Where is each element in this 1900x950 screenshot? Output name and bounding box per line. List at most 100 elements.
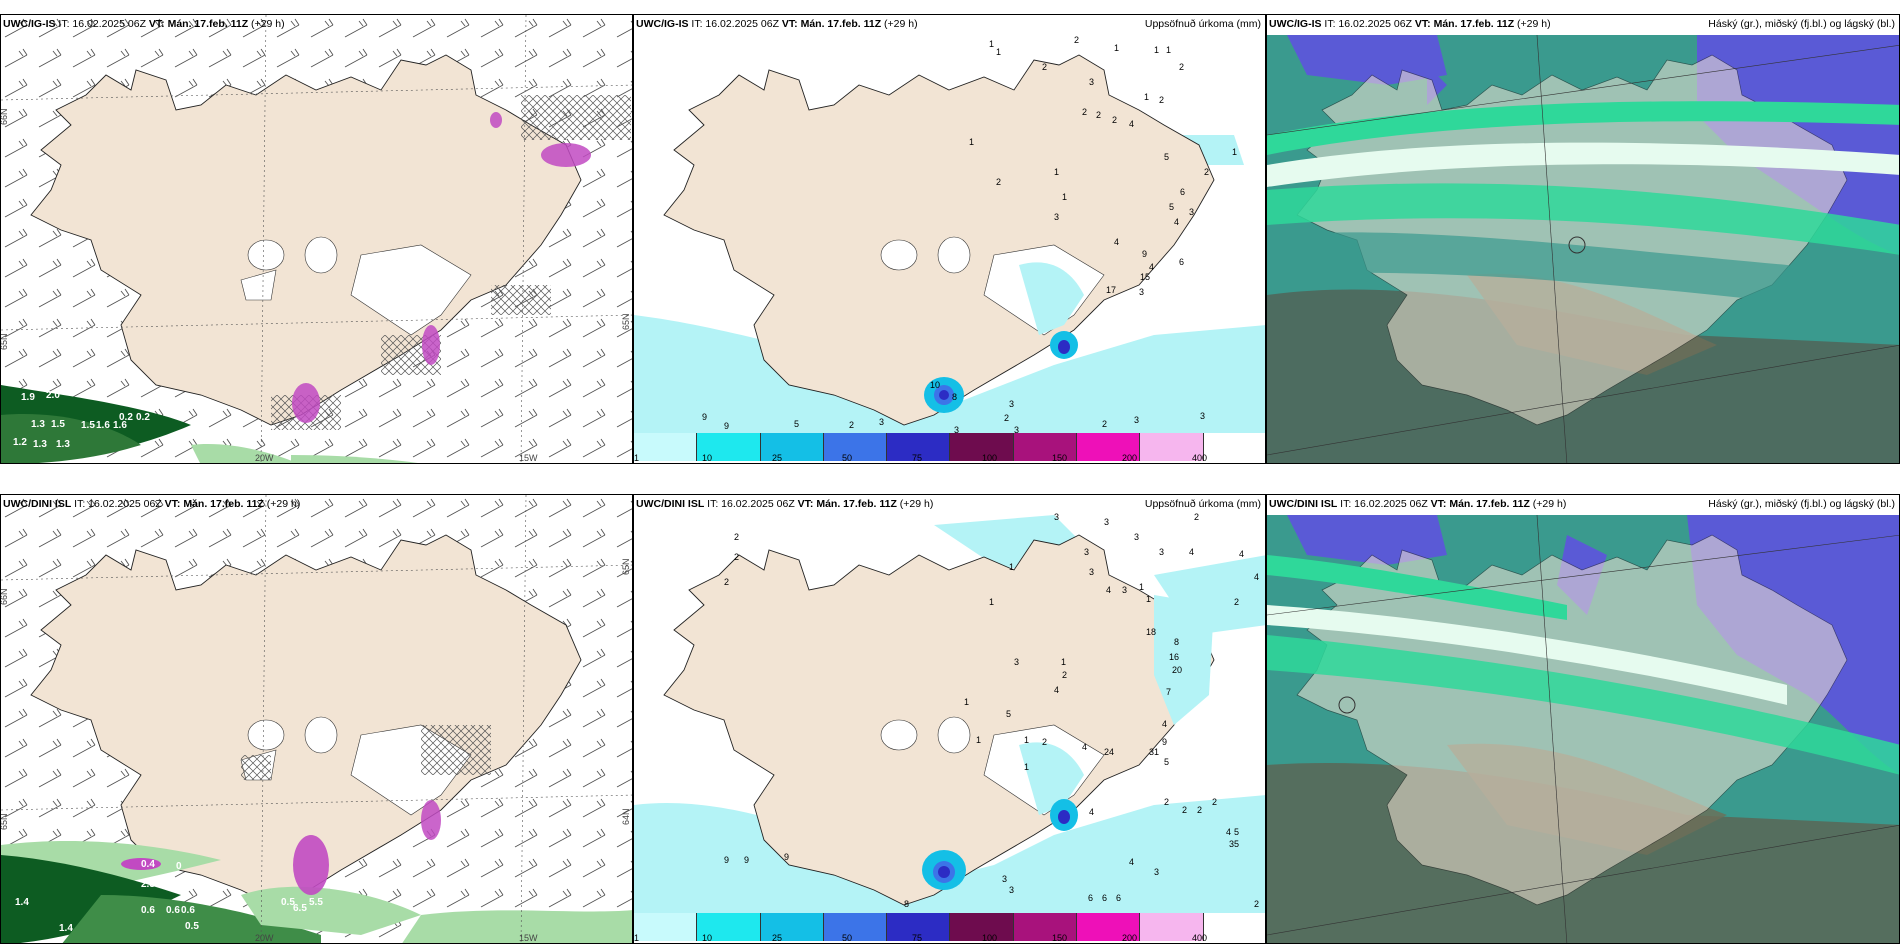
svg-text:2: 2 (1179, 62, 1184, 72)
svg-text:3: 3 (1089, 567, 1094, 577)
svg-text:6: 6 (1179, 257, 1184, 267)
svg-text:15: 15 (1140, 272, 1150, 282)
svg-text:3: 3 (1014, 425, 1019, 435)
svg-text:4: 4 (1082, 742, 1087, 752)
colorbar-segment (1140, 433, 1204, 461)
svg-text:3: 3 (1200, 411, 1205, 421)
svg-text:1: 1 (989, 39, 994, 49)
lat-label: 66N (1, 108, 9, 125)
svg-text:1.3: 1.3 (31, 419, 45, 430)
lon-label: 20W (255, 933, 274, 943)
svg-text:8: 8 (1174, 637, 1179, 647)
svg-text:2: 2 (1074, 35, 1079, 45)
precipitation-map: 1 1 2 1 1 3 2 1 2 2 2 2 4 1 2 1 1 5 2 1 … (634, 35, 1265, 435)
svg-text:3: 3 (1084, 547, 1089, 557)
svg-text:6: 6 (1088, 893, 1093, 903)
svg-text:3: 3 (1154, 867, 1159, 877)
svg-text:1: 1 (1061, 657, 1066, 667)
svg-text:1: 1 (964, 697, 969, 707)
panel-title: UWC/IG-IS IT: 16.02.2025 06Z VT: Mán. 17… (1269, 18, 1551, 30)
svg-text:2: 2 (734, 552, 739, 562)
svg-text:2: 2 (1096, 110, 1101, 120)
svg-text:2: 2 (1204, 167, 1209, 177)
wind-value-labels: 1.9 2.0 1.3 1.5 1.5 1.6 1.6 0.2 0.2 1.2 … (13, 390, 150, 450)
colorbar-segment (1077, 913, 1141, 941)
svg-text:0: 0 (176, 861, 182, 872)
svg-text:4: 4 (1054, 685, 1059, 695)
svg-text:5: 5 (1164, 152, 1169, 162)
svg-text:8: 8 (952, 392, 957, 402)
svg-text:9: 9 (744, 855, 749, 865)
svg-text:5: 5 (1169, 202, 1174, 212)
svg-text:2: 2 (1254, 899, 1259, 909)
svg-text:2.0: 2.0 (46, 390, 60, 401)
svg-text:9: 9 (702, 412, 707, 422)
wind-icing-map: 66N 65N 65N 20W 15W 1.9 2.0 1.3 1.5 1.5 … (1, 15, 632, 463)
svg-text:2: 2 (1197, 805, 1202, 815)
svg-text:2: 2 (1042, 62, 1047, 72)
colorbar-segment (950, 433, 1014, 461)
panel-title: UWC/DINI ISL IT: 16.02.2025 06Z VT: Mán.… (3, 498, 301, 510)
svg-text:0.6: 0.6 (141, 905, 155, 916)
svg-text:0.6: 0.6 (166, 905, 180, 916)
svg-text:3: 3 (1009, 885, 1014, 895)
cloud-map (1267, 34, 1899, 463)
svg-text:4: 4 (1089, 807, 1094, 817)
svg-text:2: 2 (1159, 95, 1164, 105)
svg-text:4: 4 (1149, 262, 1154, 272)
svg-text:1: 1 (1146, 594, 1151, 604)
svg-text:10: 10 (930, 380, 940, 390)
svg-text:31: 31 (1149, 747, 1159, 757)
svg-text:4: 4 (1129, 119, 1134, 129)
svg-text:2: 2 (1164, 797, 1169, 807)
svg-text:1.5: 1.5 (51, 419, 65, 430)
lon-label: 20W (255, 453, 274, 463)
svg-text:7: 7 (1166, 687, 1171, 697)
svg-text:2.3: 2.3 (141, 879, 155, 890)
svg-text:1.6: 1.6 (113, 420, 127, 431)
precip-value-labels: 2 2 3 3 2 3 2 3 3 1 4 4 3 1 1 2 3 4 1 4 … (724, 512, 1259, 909)
precip-ocean (634, 315, 1265, 435)
svg-text:2: 2 (996, 177, 1001, 187)
colorbar-labels: 1 10 25 50 75 100 150 200 400 (634, 933, 1208, 943)
colorbar-segment (887, 433, 951, 461)
svg-text:1: 1 (1114, 43, 1119, 53)
panel-bottom-middle: UWC/DINI ISL IT: 16.02.2025 06Z VT: Mán.… (633, 494, 1266, 944)
svg-text:2: 2 (1212, 797, 1217, 807)
svg-text:0.4: 0.4 (141, 859, 155, 870)
colorbar-segment (823, 433, 888, 461)
panel-field-label: Uppsöfnuð úrkoma (mm) (1144, 18, 1261, 30)
svg-text:1.3: 1.3 (56, 439, 70, 450)
svg-text:1: 1 (1144, 92, 1149, 102)
svg-text:1: 1 (1062, 192, 1067, 202)
svg-text:1: 1 (1154, 45, 1159, 55)
panel-top-left: UWC/IG-IS IT: 16.02.2025 06Z VT: Mán. 17… (0, 14, 633, 464)
panel-title: UWC/IG-IS IT: 16.02.2025 06Z VT: Mán. 17… (3, 18, 285, 30)
cloud-map (1267, 514, 1899, 943)
colorbar-segment (697, 433, 761, 461)
svg-text:5: 5 (794, 419, 799, 429)
glacier (350, 244, 472, 336)
svg-text:9: 9 (1142, 249, 1147, 259)
svg-text:4: 4 (1174, 217, 1179, 227)
svg-text:1: 1 (1024, 762, 1029, 772)
svg-text:1: 1 (1024, 735, 1029, 745)
jet-band (1267, 101, 1899, 155)
svg-text:2: 2 (849, 420, 854, 430)
svg-text:24: 24 (1104, 747, 1114, 757)
lat-label: 65N (621, 558, 631, 575)
precip-colorbar (634, 913, 1265, 941)
svg-text:1: 1 (1009, 562, 1014, 572)
svg-text:1: 1 (976, 735, 981, 745)
svg-text:2: 2 (1062, 670, 1067, 680)
svg-text:4: 4 (1254, 572, 1259, 582)
svg-text:18: 18 (1146, 627, 1156, 637)
svg-text:1: 1 (1232, 147, 1237, 157)
colorbar-labels: 1 10 25 50 75 100 150 200 400 (634, 453, 1208, 463)
svg-text:9: 9 (724, 421, 729, 431)
wind-icing-map: 66N 65N 65N 64N 20W 15W 0.4 0 2.3 1.4 0.… (1, 495, 632, 943)
svg-text:2: 2 (1234, 597, 1239, 607)
svg-text:1: 1 (1054, 167, 1059, 177)
svg-text:3: 3 (1122, 585, 1127, 595)
wind-value-labels: 0.4 0 2.3 1.4 0.6 0.6 0.6 0.5 1.4 0.5 5.… (15, 859, 323, 934)
